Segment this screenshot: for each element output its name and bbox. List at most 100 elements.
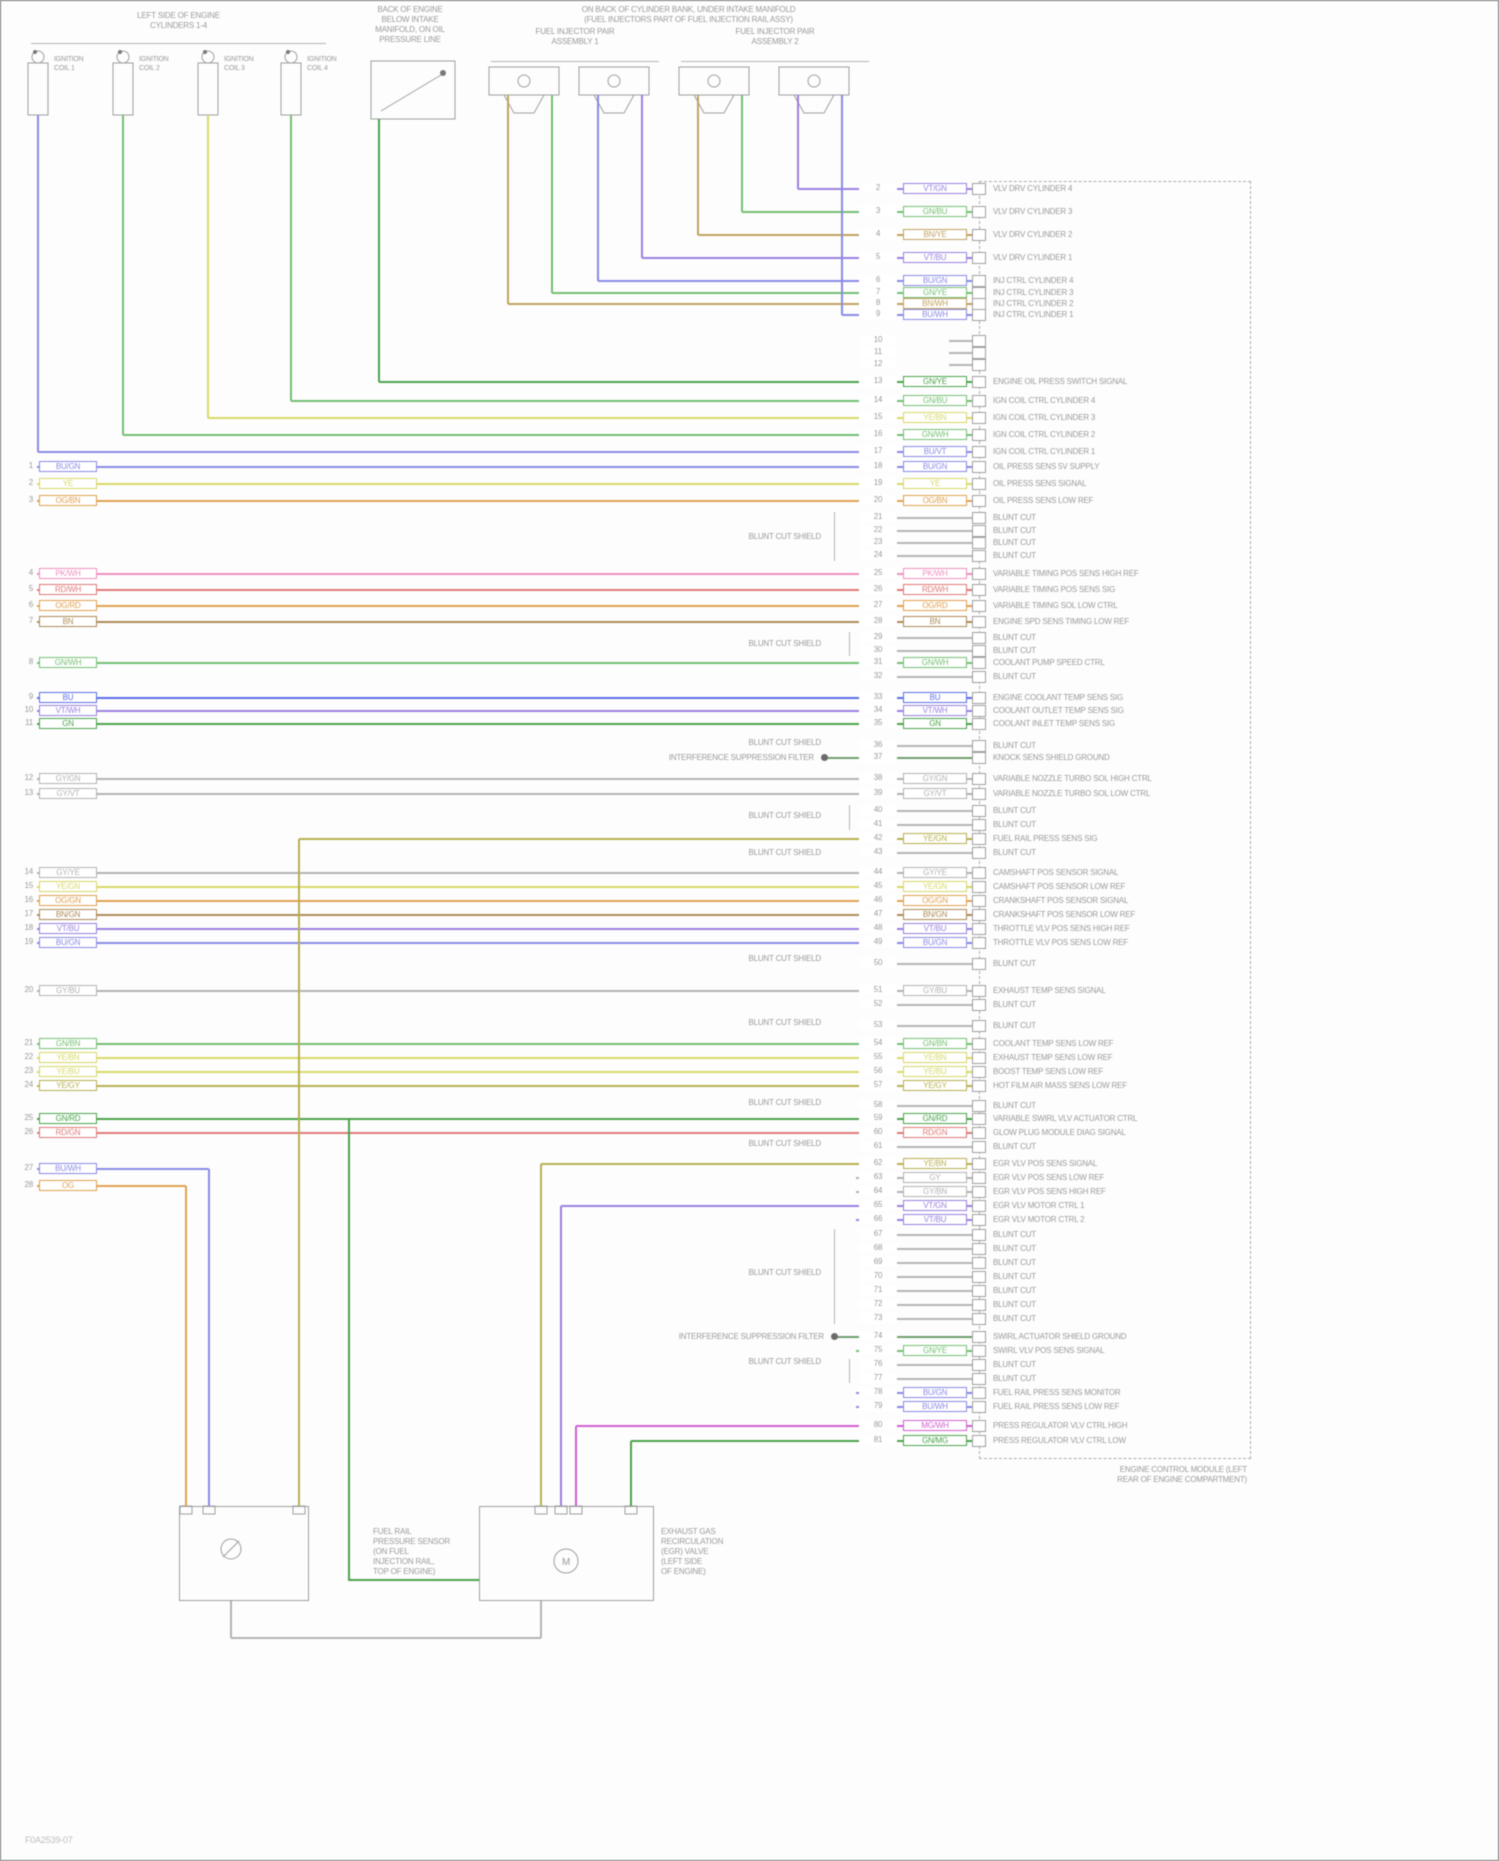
location-bracket: [681, 61, 869, 62]
pin-number: 81: [859, 1435, 897, 1445]
circuit-wire-vertical: [540, 1601, 542, 1638]
wire-color-label: RD/GN: [903, 1127, 967, 1138]
connector-number: 18: [24, 923, 34, 932]
pin-function-label: IGN COIL CTRL CYLINDER 3: [993, 413, 1096, 422]
circuit-wire-vertical: [290, 115, 292, 401]
ecm-pin: [972, 376, 986, 388]
connector-number: 12: [24, 773, 34, 782]
circuit-wire: [631, 1440, 979, 1442]
pin-function-label: CAMSHAFT POS SENSOR LOW REF: [993, 882, 1126, 891]
wire-color-label: GY/GN: [903, 773, 967, 784]
pin-number: 10: [859, 335, 897, 345]
shield-note: BLUNT CUT SHIELD: [748, 532, 821, 541]
location-note: FUEL INJECTOR PAIR: [735, 27, 815, 36]
circuit-wire: [37, 573, 979, 575]
circuit-wire: [291, 400, 979, 402]
ecm-pin: [972, 309, 986, 321]
ecm-pin: [972, 1401, 986, 1413]
pin-function-label: VLV DRV CYLINDER 3: [993, 207, 1073, 216]
connector-number: 13: [24, 788, 34, 797]
ecm-pin: [972, 1285, 986, 1297]
wire-color-label: GY/VT: [39, 788, 97, 799]
pin-number: 30: [859, 645, 897, 655]
ecm-pin: [972, 692, 986, 704]
wire-color-label: GN: [903, 718, 967, 729]
location-note: MANIFOLD, ON OIL: [375, 25, 445, 34]
circuit-wire: [37, 500, 979, 502]
wire-color-label: PK/WH: [903, 568, 967, 579]
pin-number: 56: [859, 1066, 897, 1076]
ecm-label: ENGINE CONTROL MODULE (LEFT: [1119, 1465, 1247, 1474]
circuit-wire: [37, 621, 979, 623]
wire-color-label: BN: [39, 616, 97, 627]
pin-function-label: EXHAUST TEMP SENS SIGNAL: [993, 986, 1106, 995]
ecm-pin: [972, 1100, 986, 1112]
shield-note: BLUNT CUT SHIELD: [748, 639, 821, 648]
circuit-wire: [508, 303, 979, 305]
pin-number: 42: [859, 833, 897, 843]
circuit-wire-vertical: [630, 1441, 632, 1506]
circuit-wire-vertical: [841, 95, 843, 315]
ecm-label: REAR OF ENGINE COMPARTMENT): [1117, 1475, 1247, 1484]
blunt-cut-wire: [871, 852, 979, 854]
circuit-wire: [123, 434, 979, 436]
wire-color-label: GY/YE: [903, 867, 967, 878]
ecm-pin: [972, 819, 986, 831]
pin-number: 13: [859, 376, 897, 386]
ecm-pin: [972, 1020, 986, 1032]
pin-function-label: BLUNT CUT: [993, 1230, 1036, 1239]
ecm-pin: [972, 550, 986, 562]
pin-number: 35: [859, 718, 897, 728]
pin-function-label: COOLANT PUMP SPEED CTRL: [993, 658, 1105, 667]
pin-function-label: FUEL RAIL PRESS SENS LOW REF: [993, 1402, 1120, 1411]
pin-function-label: CAMSHAFT POS SENSOR SIGNAL: [993, 868, 1119, 877]
ecm-pin: [972, 252, 986, 264]
shield-note: BLUNT CUT SHIELD: [748, 811, 821, 820]
wire-color-label: BU/WH: [903, 1401, 967, 1412]
ecm-pin: [972, 537, 986, 549]
wire-color-label: BN/GN: [903, 909, 967, 920]
wire-color-label: YE/BN: [39, 1052, 97, 1063]
pin-number: 77: [859, 1373, 897, 1383]
ecm-pin: [972, 446, 986, 458]
pin-number: 79: [859, 1401, 897, 1411]
ecm-pin: [972, 512, 986, 524]
blunt-cut-wire: [871, 1105, 979, 1107]
coil-label: COIL 4: [307, 65, 328, 72]
connector-number: 25: [24, 1113, 34, 1122]
pin-function-label: INJ CTRL CYLINDER 1: [993, 310, 1074, 319]
pin-stub: [949, 364, 979, 366]
pin-function-label: PRESS REGULATOR VLV CTRL HIGH: [993, 1421, 1128, 1430]
wire-color-label: OG: [39, 1180, 97, 1191]
pin-number: 45: [859, 881, 897, 891]
pin-number: 18: [859, 461, 897, 471]
splice-label: INTERFERENCE SUPPRESSION FILTER: [678, 1332, 824, 1341]
wire-color-label: BN/WH: [903, 298, 967, 309]
blunt-cut-wire: [871, 637, 979, 639]
ecm-pin: [972, 909, 986, 921]
shield-bracket: [834, 1229, 835, 1324]
circuit-wire: [37, 710, 979, 712]
circuit-wire: [37, 778, 979, 780]
blunt-cut-wire: [871, 1290, 979, 1292]
splice-wire: [824, 757, 979, 759]
wire-color-label: RD/WH: [39, 584, 97, 595]
pin-number: 72: [859, 1299, 897, 1309]
wire-color-label: BU/GN: [903, 461, 967, 472]
pin-number: 5: [859, 252, 897, 262]
circuit-wire-vertical: [208, 1169, 210, 1506]
pin-function-label: COOLANT TEMP SENS LOW REF: [993, 1039, 1114, 1048]
pin-number: 21: [859, 512, 897, 522]
wire-color-label: GN/WH: [39, 657, 97, 668]
wire-color-label: GN/BU: [903, 395, 967, 406]
circuit-wire: [349, 1579, 479, 1581]
circuit-wire-vertical: [230, 1601, 232, 1638]
circuit-wire: [541, 1163, 979, 1165]
connector-number: 20: [24, 985, 34, 994]
pin-number: 46: [859, 895, 897, 905]
pin-function-label: BOOST TEMP SENS LOW REF: [993, 1067, 1104, 1076]
ecm-pin: [972, 1172, 986, 1184]
pin-function-label: FUEL RAIL PRESS SENS SIG: [993, 834, 1098, 843]
pin-function-label: EXHAUST TEMP SENS LOW REF: [993, 1053, 1113, 1062]
wire-color-label: PK/WH: [39, 568, 97, 579]
